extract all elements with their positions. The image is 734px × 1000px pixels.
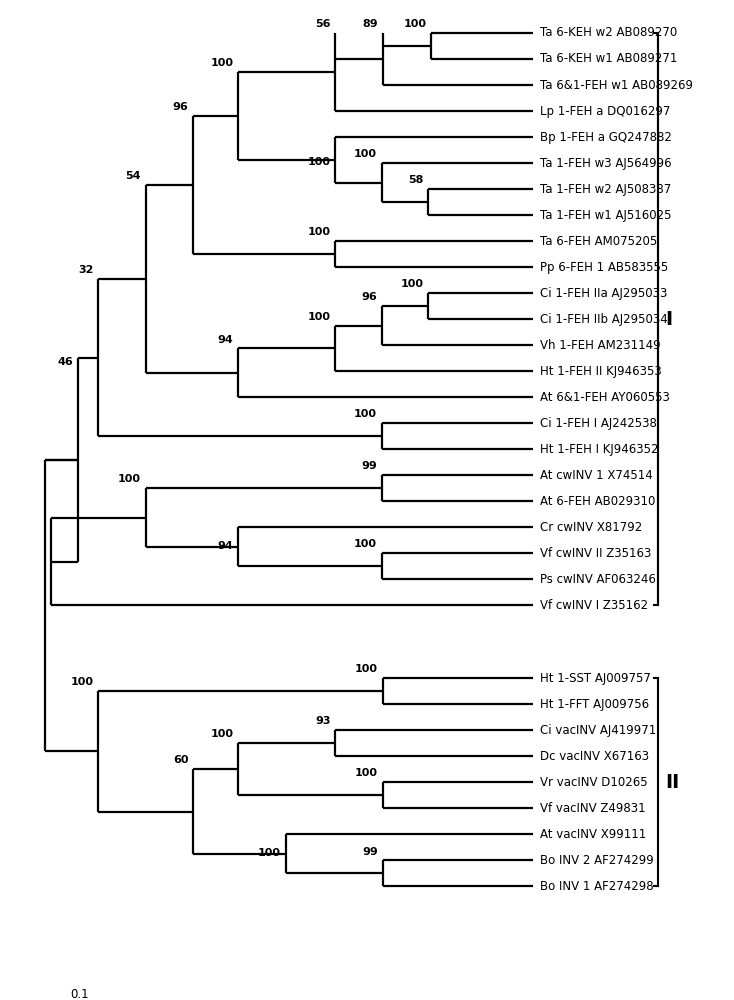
Text: I: I — [666, 310, 673, 329]
Text: 46: 46 — [57, 357, 73, 367]
Text: 100: 100 — [70, 677, 93, 687]
Text: Dc vacINV X67163: Dc vacINV X67163 — [539, 750, 649, 763]
Text: Vr vacINV D10265: Vr vacINV D10265 — [539, 776, 647, 789]
Text: At 6&1-FEH AY060553: At 6&1-FEH AY060553 — [539, 391, 669, 404]
Text: 56: 56 — [315, 19, 330, 29]
Text: 96: 96 — [172, 102, 188, 112]
Text: At vacINV X99111: At vacINV X99111 — [539, 828, 646, 841]
Text: 100: 100 — [400, 279, 424, 289]
Text: 54: 54 — [126, 171, 141, 181]
Text: 100: 100 — [355, 768, 378, 778]
Text: Ht 1-FEH I KJ946352: Ht 1-FEH I KJ946352 — [539, 443, 658, 456]
Text: Ta 1-FEH w2 AJ508387: Ta 1-FEH w2 AJ508387 — [539, 183, 671, 196]
Text: Lp 1-FEH a DQ016297: Lp 1-FEH a DQ016297 — [539, 105, 670, 118]
Text: 100: 100 — [308, 312, 330, 322]
Text: 100: 100 — [355, 664, 378, 674]
Text: Ta 6-KEH w2 AB089270: Ta 6-KEH w2 AB089270 — [539, 26, 677, 39]
Text: Ci 1-FEH I AJ242538: Ci 1-FEH I AJ242538 — [539, 417, 656, 430]
Text: Ta 6-FEH AM075205: Ta 6-FEH AM075205 — [539, 235, 657, 248]
Text: 100: 100 — [118, 474, 141, 484]
Text: Ci vacINV AJ419971: Ci vacINV AJ419971 — [539, 724, 656, 737]
Text: 96: 96 — [361, 292, 377, 302]
Text: 100: 100 — [308, 227, 330, 237]
Text: Ci 1-FEH IIb AJ295034: Ci 1-FEH IIb AJ295034 — [539, 313, 667, 326]
Text: Cr cwINV X81792: Cr cwINV X81792 — [539, 521, 642, 534]
Text: 100: 100 — [355, 539, 377, 549]
Text: Bo INV 2 AF274299: Bo INV 2 AF274299 — [539, 854, 653, 867]
Text: Ta 1-FEH w1 AJ516025: Ta 1-FEH w1 AJ516025 — [539, 209, 671, 222]
Text: 94: 94 — [218, 541, 233, 551]
Text: Vh 1-FEH AM231149: Vh 1-FEH AM231149 — [539, 339, 660, 352]
Text: 89: 89 — [362, 19, 378, 29]
Text: 32: 32 — [78, 265, 93, 275]
Text: At 6-FEH AB029310: At 6-FEH AB029310 — [539, 495, 655, 508]
Text: At cwINV 1 X74514: At cwINV 1 X74514 — [539, 469, 653, 482]
Text: Ht 1-FEH II KJ946353: Ht 1-FEH II KJ946353 — [539, 365, 661, 378]
Text: 100: 100 — [355, 409, 377, 419]
Text: Ta 1-FEH w3 AJ564996: Ta 1-FEH w3 AJ564996 — [539, 157, 671, 170]
Text: Vf cwINV I Z35162: Vf cwINV I Z35162 — [539, 599, 647, 612]
Text: 100: 100 — [258, 848, 281, 858]
Text: 100: 100 — [211, 729, 233, 739]
Text: Ta 6-KEH w1 AB089271: Ta 6-KEH w1 AB089271 — [539, 52, 677, 65]
Text: Bp 1-FEH a GQ247882: Bp 1-FEH a GQ247882 — [539, 131, 672, 144]
Text: Pp 6-FEH 1 AB583555: Pp 6-FEH 1 AB583555 — [539, 261, 668, 274]
Text: Vf cwINV II Z35163: Vf cwINV II Z35163 — [539, 547, 651, 560]
Text: 60: 60 — [172, 755, 188, 765]
Text: 58: 58 — [408, 175, 424, 185]
Text: 100: 100 — [211, 58, 233, 68]
Text: 99: 99 — [361, 461, 377, 471]
Text: Ht 1-FFT AJ009756: Ht 1-FFT AJ009756 — [539, 698, 649, 711]
Text: 100: 100 — [404, 19, 426, 29]
Text: Vf vacINV Z49831: Vf vacINV Z49831 — [539, 802, 645, 815]
Text: Bo INV 1 AF274298: Bo INV 1 AF274298 — [539, 880, 653, 893]
Text: Ps cwINV AF063246: Ps cwINV AF063246 — [539, 573, 655, 586]
Text: 94: 94 — [218, 335, 233, 345]
Text: Ta 6&1-FEH w1 AB089269: Ta 6&1-FEH w1 AB089269 — [539, 79, 693, 92]
Text: 0.1: 0.1 — [70, 988, 89, 1000]
Text: Ht 1-SST AJ009757: Ht 1-SST AJ009757 — [539, 672, 650, 685]
Text: Ci 1-FEH IIa AJ295033: Ci 1-FEH IIa AJ295033 — [539, 287, 667, 300]
Text: 93: 93 — [315, 716, 330, 726]
Text: 100: 100 — [308, 157, 330, 167]
Text: II: II — [666, 773, 680, 792]
Text: 100: 100 — [355, 149, 377, 159]
Text: 99: 99 — [362, 847, 378, 857]
